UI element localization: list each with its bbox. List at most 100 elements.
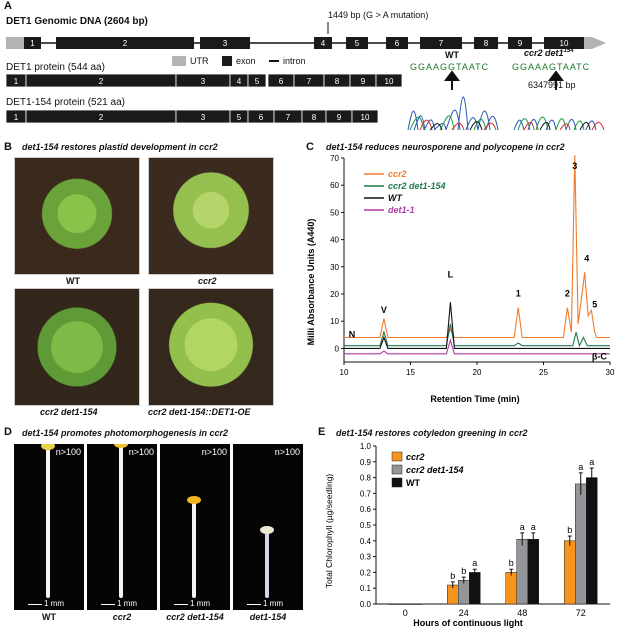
mutant-protein-segment-label: 2 — [99, 113, 104, 122]
chart-c-peak-label: 1 — [516, 289, 521, 299]
wt-protein-title: DET1 protein (544 aa) — [6, 62, 105, 73]
seedling-count: n>100 — [55, 447, 81, 457]
panel-d-letter: D — [4, 426, 12, 438]
mutant-protein-segment-label: 6 — [259, 113, 264, 122]
chart-e-sig-letter: b — [461, 566, 466, 576]
chart-e-ytick-label: 0.1 — [360, 584, 372, 593]
seedling-photo: n>100 1 mm — [14, 444, 84, 610]
mutant-protein-segment-label: 10 — [361, 113, 370, 122]
genomic-exon-label: 8 — [484, 39, 489, 48]
genomic-exon-9 — [508, 37, 532, 49]
chart-c-peak-label: 3 — [572, 161, 577, 171]
plant-photo-wt — [14, 157, 140, 275]
genomic-exon-label: 5 — [355, 39, 360, 48]
genomic-exon-label: 7 — [439, 39, 444, 48]
chart-e-ytick-label: 0.7 — [360, 489, 372, 498]
chart-e-bar — [527, 538, 539, 605]
chart-e-ytick-label: 0.6 — [360, 505, 372, 514]
chart-e-bar — [575, 483, 587, 605]
chart-c-ytick-label: 60 — [330, 181, 339, 190]
scale-bar — [28, 604, 42, 605]
chart-c-peak-label: V — [381, 305, 387, 315]
plant-label-det1-oe: ccr2 det1-154::DET1-OE — [148, 407, 251, 417]
chart-c-series-2 — [344, 302, 610, 349]
chart-c-legend-label: ccr2 det1-154 — [388, 181, 446, 191]
protein-segment-5 — [247, 73, 267, 88]
chart-e-bar — [388, 603, 400, 605]
protein-segment-label: 9 — [361, 77, 366, 86]
chart-e-sig-letter: b — [509, 558, 514, 568]
seedling-hypocotyl — [192, 502, 196, 598]
chart-e-legend-label: ccr2 — [406, 452, 425, 462]
chart-c-ytick-label: 20 — [330, 290, 339, 299]
mutation-position-label: 1449 bp (G > A mutation) — [328, 10, 429, 20]
chart-e-ytick-label: 0.0 — [360, 600, 372, 609]
mutant-seq-heading: ccr2 det1154 — [524, 48, 574, 58]
chart-e-bar — [469, 572, 481, 605]
mutant-protein-segment-label: 8 — [312, 113, 317, 122]
chart-e-ytick-label: 0.9 — [360, 458, 372, 467]
genomic-exon-label: 4 — [321, 39, 326, 48]
chart-c-peak-label: β-C — [592, 351, 607, 361]
genomic-exon-1 — [24, 37, 41, 49]
panel-c-title: det1-154 reduces neurosporene and polyco… — [326, 142, 565, 152]
chart-e-sig-letter: a — [589, 457, 594, 467]
seedling-count: n>100 — [274, 447, 300, 457]
seedling-label: ccr2 det1-154 — [166, 612, 224, 622]
protein-segment-label: 6 — [279, 77, 284, 86]
protein-segment-label: 2 — [99, 77, 104, 86]
chart-e-sig-letter: b — [567, 525, 572, 535]
protein-segment-10 — [375, 73, 403, 88]
genomic-exon-10 — [544, 37, 584, 49]
protein-segment-label: 1 — [14, 77, 19, 86]
legend-utr-swatch — [172, 56, 186, 66]
chart-c-legend-label: ccr2 — [388, 169, 407, 179]
chart-e-bar — [399, 603, 411, 605]
wt-chromatogram — [407, 96, 499, 131]
chart-c-xtick-label: 20 — [473, 368, 482, 377]
mutant-protein-title: DET1-154 protein (521 aa) — [6, 97, 125, 108]
seedling-photo: n>100 1 mm — [233, 444, 303, 610]
chart-c-xtick-label: 30 — [606, 368, 615, 377]
panel-e-title: det1-154 restores cotyledon greening in … — [336, 428, 528, 438]
seedling-count: n>100 — [128, 447, 154, 457]
chart-e-ytick-label: 1.0 — [360, 442, 372, 451]
chart-e-bar — [505, 572, 517, 605]
genomic-exon-label: 3 — [223, 39, 228, 48]
panel-b-letter: B — [4, 141, 12, 153]
chart-c-ytick-label: 10 — [330, 317, 339, 326]
chart-e-legend-swatch — [391, 464, 403, 475]
mutant-arrow-icon — [548, 70, 564, 90]
scale-bar — [101, 604, 115, 605]
genomic-exon-3 — [200, 37, 250, 49]
seedling-label: ccr2 — [112, 612, 132, 622]
panel-a-letter: A — [4, 0, 12, 12]
panel-b-title: det1-154 restores plastid development in… — [22, 142, 218, 152]
chart-e-bar — [586, 477, 598, 605]
seedling-photo: n>100 1 mm — [160, 444, 230, 610]
genomic-exon-4 — [314, 37, 332, 49]
panel-e-letter: E — [318, 426, 326, 438]
legend-intron-label: intron — [283, 56, 306, 66]
chart-c-peak-label: 2 — [565, 289, 570, 299]
chart-c-legend-label: WT — [388, 193, 403, 203]
mutant-protein-segment-label: 1 — [14, 113, 19, 122]
mutant-seq-sup: 154 — [563, 48, 574, 54]
genomic-exon-8 — [474, 37, 498, 49]
seedling-hypocotyl — [265, 532, 269, 598]
genomic-dna-title: DET1 Genomic DNA (2604 bp) — [6, 16, 148, 27]
seedling-label: WT — [42, 612, 56, 622]
mutant-sequence: GGAAAGTAATC — [512, 62, 591, 72]
mutant-chromatogram — [513, 116, 605, 131]
chart-e-bar — [458, 580, 470, 605]
scale-bar — [247, 604, 261, 605]
chart-e-ylabel: Total Chlorophyll (µg/seedling) — [324, 474, 334, 589]
chart-c-xtick-label: 15 — [406, 368, 415, 377]
genomic-exon-label: 1 — [30, 39, 35, 48]
plant-photo-ccr2-det1-154 — [14, 288, 140, 406]
chart-e-xlabel: Hours of continuous light — [413, 618, 523, 628]
scale-bar-label: 1 mm — [44, 599, 64, 608]
legend-exon-label: exon — [236, 56, 256, 66]
genomic-dna-diagram: 1 2 3 4 5 6 7 8 9 10 1 2 3 4 5 6 7 8 9 10 1 2 3 5 6 7 8 9 10 — [5, 22, 606, 131]
genomic-exon-label: 6 — [395, 39, 400, 48]
